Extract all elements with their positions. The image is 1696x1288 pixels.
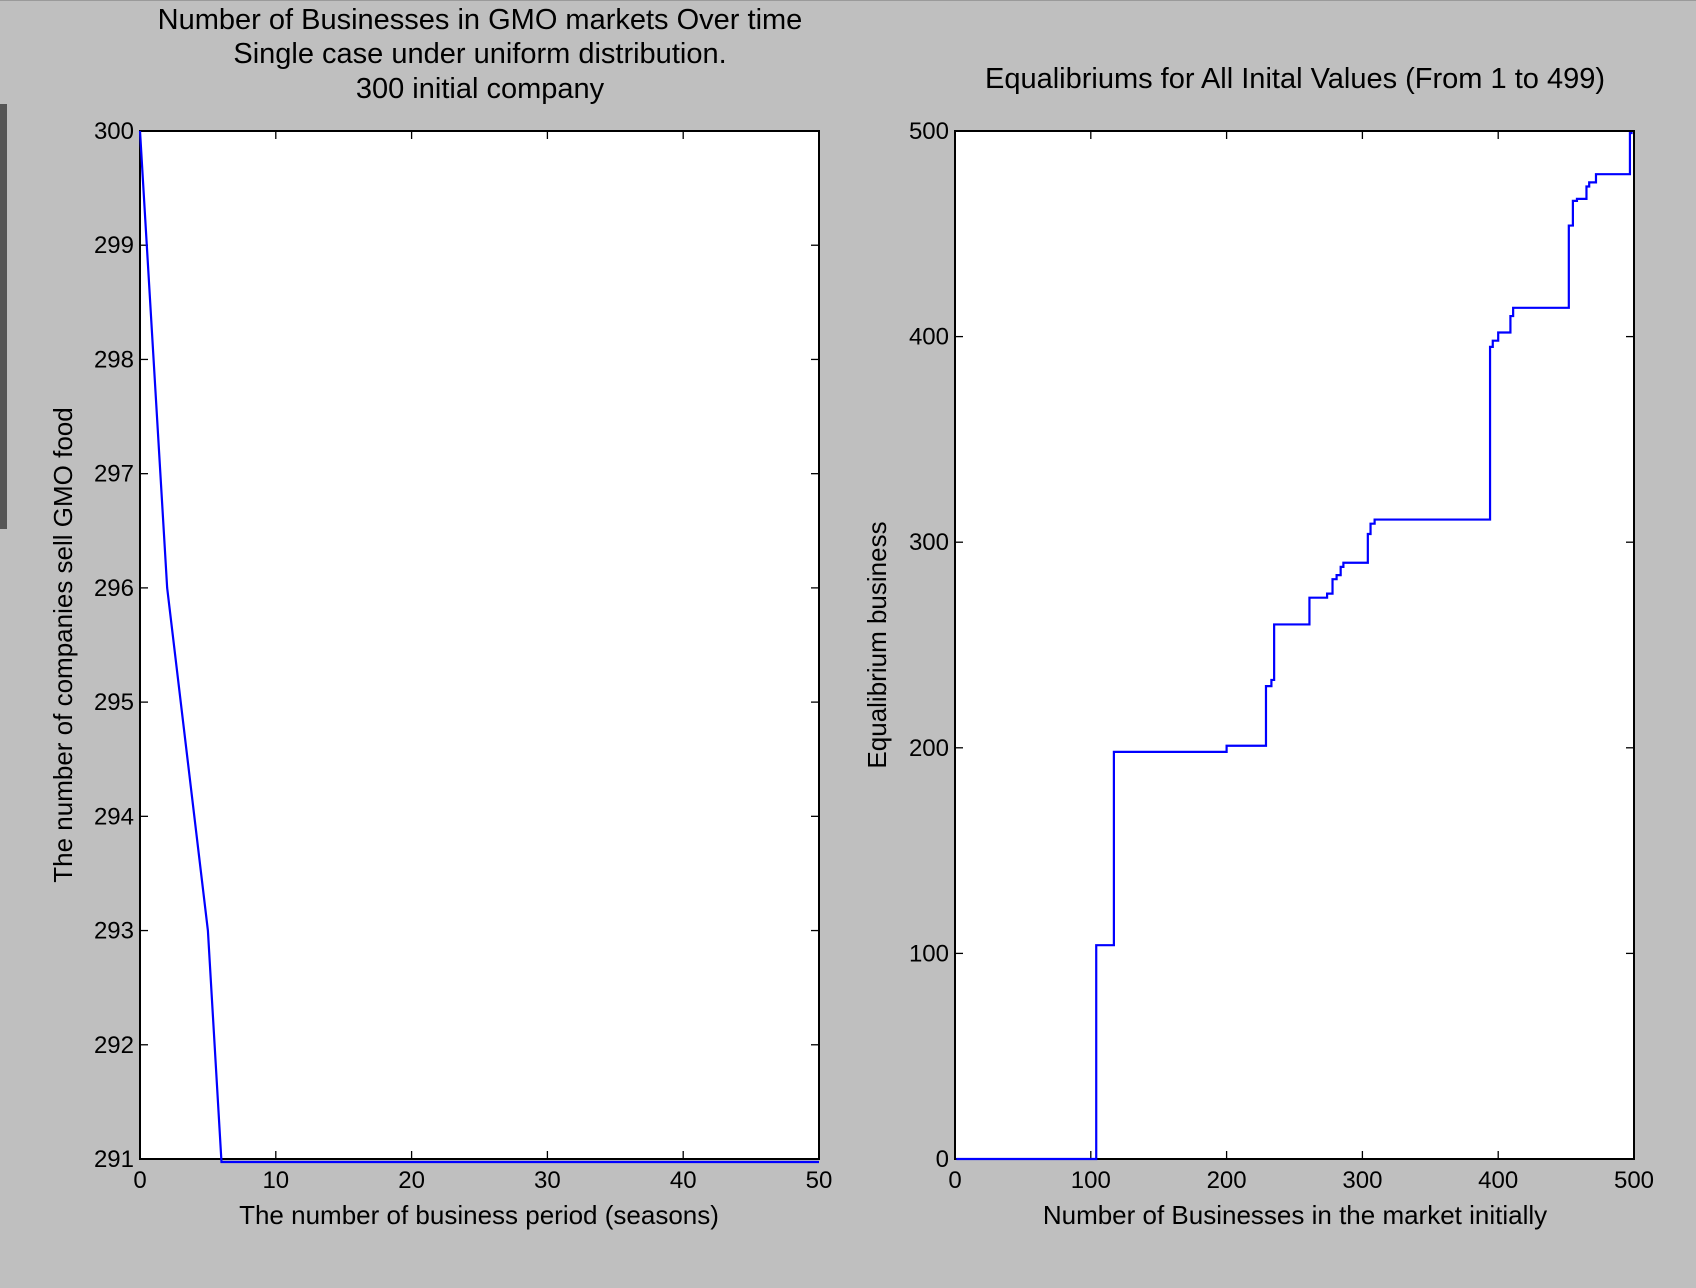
left-x-tick-label: 40 bbox=[670, 1167, 697, 1194]
right-y-tick-label: 0 bbox=[936, 1146, 949, 1173]
right-x-ticks: 0 100 200 300 400 500 bbox=[948, 131, 1654, 1194]
background-window-edge bbox=[0, 104, 7, 529]
left-y-tick-label: 300 bbox=[94, 118, 134, 145]
left-x-tick-label: 50 bbox=[806, 1167, 833, 1194]
right-x-tick-label: 0 bbox=[948, 1167, 961, 1194]
right-chart-title: Equalibriums for All Inital Values (From… bbox=[985, 63, 1605, 95]
left-y-tick-label: 298 bbox=[94, 346, 134, 373]
right-x-tick-label: 500 bbox=[1614, 1167, 1654, 1194]
right-x-tick-label: 200 bbox=[1207, 1167, 1247, 1194]
right-y-tick-label: 500 bbox=[909, 118, 949, 145]
right-series-line bbox=[956, 131, 1633, 1161]
left-y-tick-label: 299 bbox=[94, 232, 134, 259]
left-series-group bbox=[138, 130, 819, 1164]
right-y-tick-label: 300 bbox=[909, 529, 949, 556]
window-top-rule bbox=[0, 0, 1696, 1]
left-x-tick-label: 30 bbox=[534, 1167, 561, 1194]
left-y-tick-label: 292 bbox=[94, 1032, 134, 1059]
left-plot-area bbox=[139, 130, 820, 1160]
right-y-tick-label: 100 bbox=[909, 940, 949, 967]
left-x-axis-label: The number of business period (seasons) bbox=[239, 1200, 719, 1230]
right-y-tick-label: 400 bbox=[909, 324, 949, 351]
right-x-tick-label: 300 bbox=[1342, 1167, 1382, 1194]
right-x-tick-label: 400 bbox=[1478, 1167, 1518, 1194]
left-y-ticks: 291 292 293 294 295 296 297 298 299 300 bbox=[94, 118, 819, 1173]
left-y-axis-label: The number of companies sell GMO food bbox=[48, 407, 78, 882]
left-chart-title-line-3: 300 initial company bbox=[356, 73, 605, 105]
left-series-line bbox=[138, 130, 819, 1164]
right-y-ticks: 0 100 200 300 400 500 bbox=[909, 118, 1634, 1173]
right-chart: Equalibriums for All Inital Values (From… bbox=[862, 63, 1654, 1230]
left-chart-title-line-1: Number of Businesses in GMO markets Over… bbox=[158, 4, 803, 36]
left-x-tick-label: 10 bbox=[262, 1167, 289, 1194]
right-y-tick-label: 200 bbox=[909, 735, 949, 762]
left-x-tick-label: 20 bbox=[398, 1167, 425, 1194]
right-y-axis-label: Equalibrium business bbox=[862, 521, 892, 768]
left-x-tick-label: 0 bbox=[133, 1167, 146, 1194]
right-plot-area bbox=[954, 130, 1635, 1160]
left-x-ticks: 0 10 20 30 40 50 bbox=[133, 131, 832, 1194]
right-x-axis-label: Number of Businesses in the market initi… bbox=[1043, 1200, 1547, 1230]
left-y-tick-label: 294 bbox=[94, 803, 134, 830]
right-series-group bbox=[956, 131, 1633, 1161]
left-chart: Number of Businesses in GMO markets Over… bbox=[48, 4, 832, 1230]
left-chart-title-line-2: Single case under uniform distribution. bbox=[233, 38, 726, 70]
left-y-tick-label: 295 bbox=[94, 689, 134, 716]
left-y-tick-label: 293 bbox=[94, 918, 134, 945]
right-x-tick-label: 100 bbox=[1071, 1167, 1111, 1194]
left-y-tick-label: 296 bbox=[94, 575, 134, 602]
left-y-tick-label: 291 bbox=[94, 1146, 134, 1173]
left-y-tick-label: 297 bbox=[94, 461, 134, 488]
